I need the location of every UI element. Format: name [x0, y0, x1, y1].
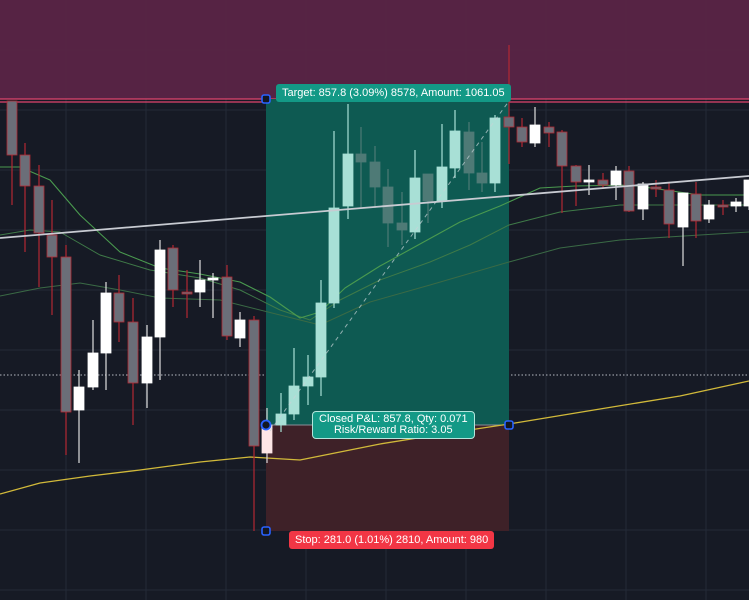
candle-body — [302, 376, 314, 387]
ma-yellow — [0, 380, 749, 495]
candle-body — [743, 179, 749, 207]
candle-body — [516, 126, 528, 143]
candle-body — [637, 183, 649, 210]
candle-body — [46, 234, 58, 258]
candle-body — [221, 276, 233, 337]
candle-body — [703, 204, 715, 220]
pnl-line-2: Risk/Reward Ratio: 3.05 — [333, 424, 453, 436]
trendline[interactable] — [0, 175, 749, 239]
candle-body — [33, 185, 45, 234]
position-zones[interactable] — [0, 0, 749, 531]
candle-body — [610, 170, 622, 186]
candle-body — [73, 386, 85, 411]
price-path-dashed — [269, 100, 510, 432]
target-handle[interactable] — [261, 94, 271, 104]
candle-body — [436, 166, 448, 202]
entry-handle[interactable] — [260, 419, 272, 431]
stop-handle[interactable] — [261, 526, 271, 536]
candle-body — [167, 247, 179, 291]
candle-body — [489, 117, 501, 184]
candle-body — [355, 153, 367, 163]
candle-body — [597, 179, 609, 186]
candle-body — [570, 165, 582, 183]
candle-body — [476, 172, 488, 184]
candle-body — [181, 291, 193, 295]
candle-body — [207, 277, 219, 281]
candles — [6, 45, 749, 531]
candle-body — [463, 131, 475, 174]
candle-body — [315, 302, 327, 378]
candle-body — [275, 413, 287, 426]
stop-zone[interactable] — [266, 425, 509, 531]
candle-body — [19, 154, 31, 187]
candle-body — [663, 189, 675, 225]
candle-body — [100, 292, 112, 354]
candle-body — [369, 161, 381, 188]
candle-body — [60, 256, 72, 413]
target-label[interactable]: Target: 857.8 (3.09%) 8578, Amount: 1061… — [276, 84, 511, 102]
pnl-line-1: Closed P&L: 857.8, Qty: 0.071 — [319, 413, 468, 425]
candle-body — [409, 177, 421, 233]
candle-body — [556, 131, 568, 167]
drawing-overlays[interactable] — [0, 94, 749, 536]
candle-body — [543, 126, 555, 134]
width-handle[interactable] — [504, 420, 514, 430]
candle-body — [422, 173, 434, 202]
candle-body — [127, 321, 139, 384]
candle-body — [288, 385, 300, 415]
candle-body — [6, 100, 18, 156]
candle-body — [194, 279, 206, 293]
stop-label[interactable]: Stop: 281.0 (1.01%) 2810, Amount: 980 — [289, 531, 495, 549]
candle-body — [730, 201, 742, 207]
candle-body — [690, 193, 702, 222]
candle-body — [342, 153, 354, 207]
candle-body — [154, 249, 166, 338]
candle-body — [141, 336, 153, 384]
candle-body — [623, 170, 635, 212]
candle-body — [396, 222, 408, 231]
candle-body — [113, 292, 125, 323]
candle-body — [677, 192, 689, 228]
candle-body — [248, 319, 260, 447]
candle-body — [234, 319, 246, 339]
pnl-label[interactable]: Closed P&L: 857.8, Qty: 0.071 Risk/Rewar… — [312, 411, 475, 439]
candle-body — [529, 124, 541, 144]
candle-body — [503, 116, 515, 128]
candle-body — [87, 352, 99, 388]
candle-body — [449, 130, 461, 169]
upper-zone — [0, 0, 749, 99]
candle-body — [650, 186, 662, 190]
candle-body — [328, 207, 340, 304]
candle-body — [583, 179, 595, 183]
candle-body — [717, 204, 729, 208]
